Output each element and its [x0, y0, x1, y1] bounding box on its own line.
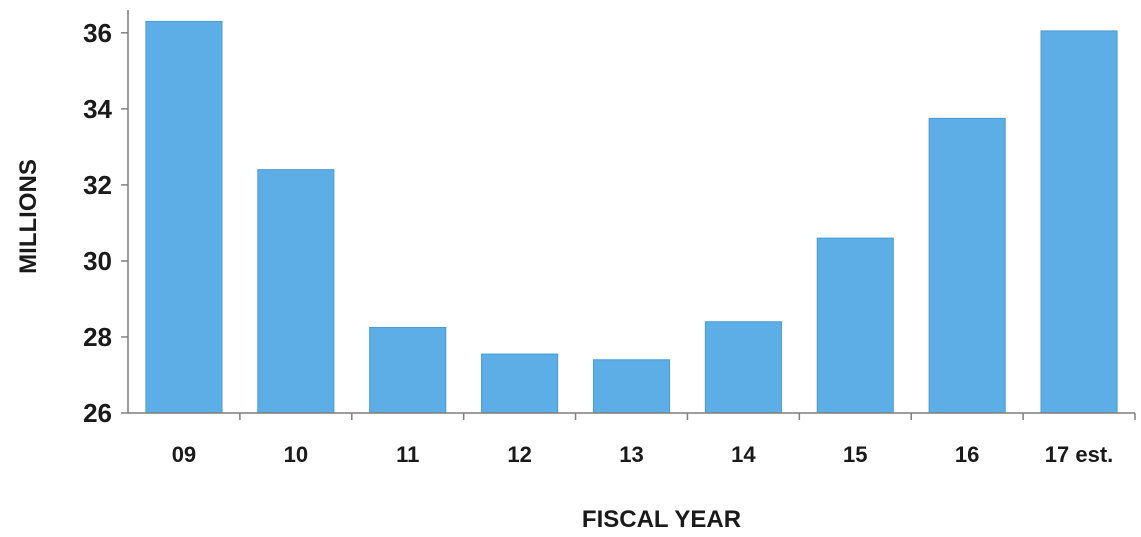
- x-tick-label: 09: [172, 442, 196, 467]
- x-axis-title: FISCAL YEAR: [582, 506, 741, 533]
- y-axis-ticks: 26 28 30 32 34 36: [83, 18, 128, 428]
- x-tick-label: 12: [507, 442, 531, 467]
- y-tick-label: 28: [83, 322, 112, 352]
- bars: [145, 20, 1118, 414]
- x-tick-label: 17 est.: [1045, 442, 1114, 467]
- bar-13: [592, 359, 671, 414]
- bar-15: [816, 237, 894, 414]
- x-tick-label: 14: [731, 442, 756, 467]
- bar-17-est-: [1040, 30, 1118, 414]
- y-axis-title: MILLIONS: [15, 159, 42, 274]
- x-tick-label: 13: [619, 442, 643, 467]
- bar-11: [369, 326, 447, 414]
- x-tick-label: 16: [955, 442, 979, 467]
- y-tick-label: 26: [83, 398, 112, 428]
- bar-16: [928, 117, 1006, 414]
- x-axis-ticks: 09 10 11 12 13 14 15 16 17 est.: [172, 413, 1136, 467]
- x-tick-label: 15: [843, 442, 867, 467]
- y-tick-label: 30: [83, 246, 112, 276]
- y-tick-label: 36: [83, 18, 112, 48]
- bar-09: [145, 20, 223, 414]
- x-tick-label: 10: [284, 442, 308, 467]
- bar-10: [257, 169, 335, 414]
- x-tick-label: 11: [396, 442, 419, 467]
- y-tick-label: 34: [83, 94, 112, 124]
- bar-12: [481, 353, 559, 414]
- bar-14: [704, 321, 782, 414]
- y-tick-label: 32: [83, 170, 112, 200]
